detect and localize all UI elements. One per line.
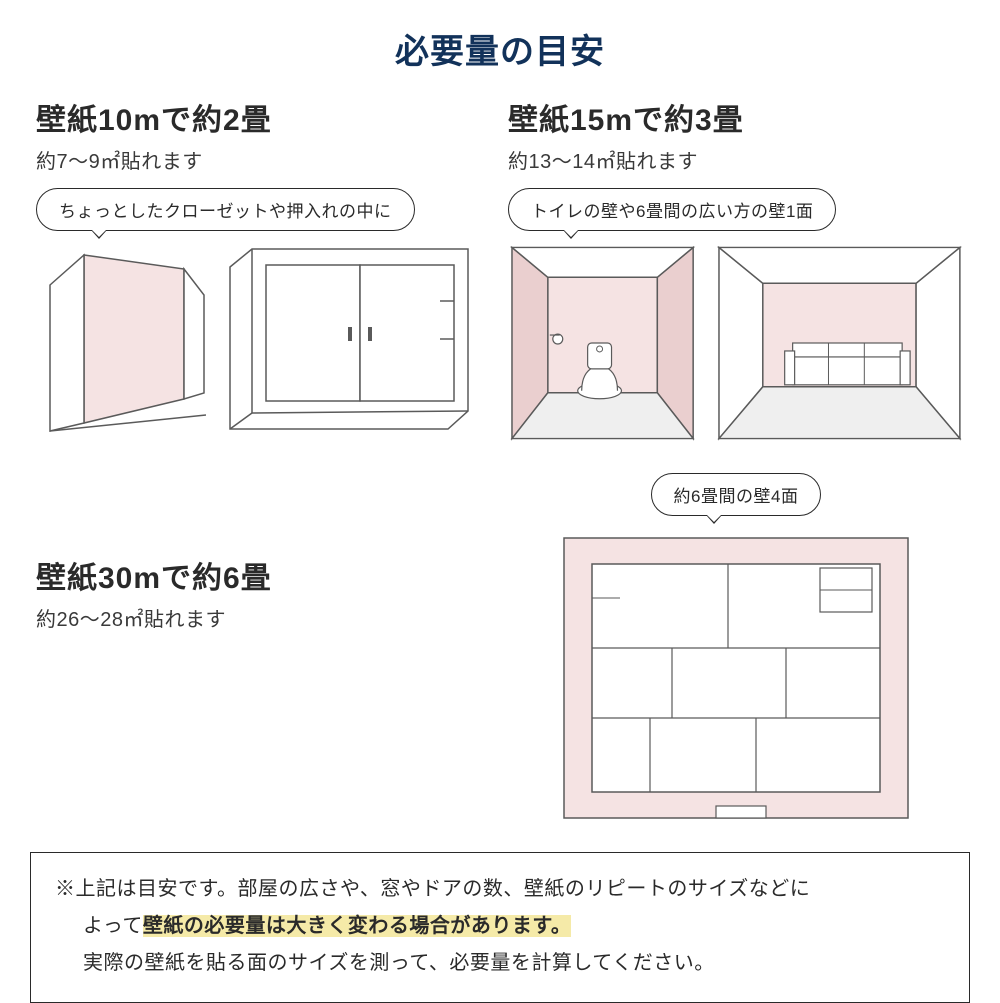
section-15m-heading: 壁紙15mで約3畳 [508, 95, 964, 139]
section-15m-illust [508, 243, 964, 443]
cupboard-icon [224, 243, 474, 433]
note-highlight: 壁紙の必要量は大きく変わる場合があります。 [143, 915, 572, 937]
section-10m-illust [36, 243, 492, 433]
section-10m-bubble: ちょっとしたクローゼットや押入れの中に [36, 188, 415, 231]
section-15m: 壁紙15mで約3畳 約13～14㎡貼れます トイレの壁や6畳間の広い方の壁1面 [508, 95, 964, 443]
page-title: 必要量の目安 [0, 0, 1000, 95]
floor-plan-icon [556, 528, 916, 828]
section-30m-heading: 壁紙30mで約6畳 [36, 553, 492, 597]
closet-icon [36, 243, 206, 433]
note-box: ※上記は目安です。部屋の広さや、窓やドアの数、壁紙のリピートのサイズなどに よっ… [30, 852, 970, 1003]
section-15m-caption: 約13～14㎡貼れます [508, 145, 964, 174]
section-10m-caption: 約7～9㎡貼れます [36, 145, 492, 174]
note-line-3: 実際の壁紙を貼る面のサイズを測って、必要量を計算してください。 [55, 945, 945, 982]
section-30m-caption: 約26～28㎡貼れます [36, 603, 492, 632]
section-30m-bubble: 約6畳間の壁4面 [651, 473, 822, 516]
section-10m: 壁紙10mで約2畳 約7～9㎡貼れます ちょっとしたクローゼットや押入れの中に [36, 95, 492, 443]
section-10m-heading: 壁紙10mで約2畳 [36, 95, 492, 139]
section-30m-right: 約6畳間の壁4面 [508, 473, 964, 828]
note-line-2: よって壁紙の必要量は大きく変わる場合があります。 [55, 908, 945, 945]
toilet-room-icon [508, 243, 697, 443]
section-15m-bubble: トイレの壁や6畳間の広い方の壁1面 [508, 188, 836, 231]
room-one-wall-icon [715, 243, 964, 443]
row-2: 壁紙30mで約6畳 約26～28㎡貼れます 約6畳間の壁4面 [0, 473, 1000, 828]
note-line-2-pre: よって [83, 915, 143, 937]
section-30m: 壁紙30mで約6畳 約26～28㎡貼れます [36, 473, 492, 646]
note-line-1: ※上記は目安です。部屋の広さや、窓やドアの数、壁紙のリピートのサイズなどに [55, 871, 945, 908]
row-1: 壁紙10mで約2畳 約7～9㎡貼れます ちょっとしたクローゼットや押入れの中に [0, 95, 1000, 443]
